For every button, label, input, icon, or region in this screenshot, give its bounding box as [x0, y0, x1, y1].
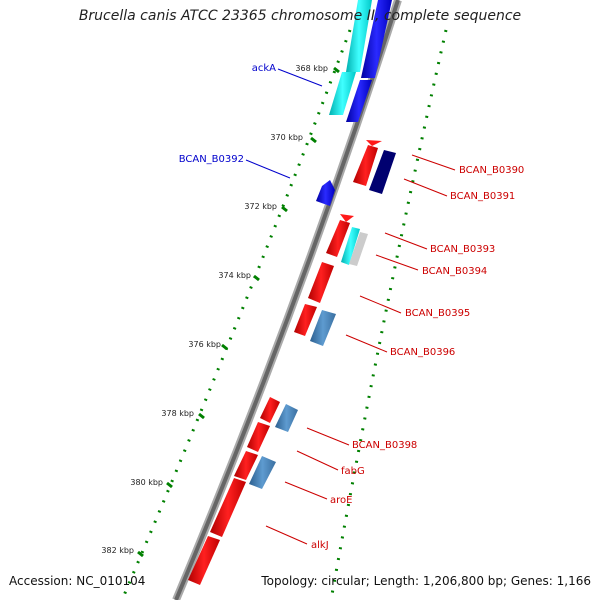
tick-label: 378 kbp	[161, 409, 194, 418]
label-leaders	[245, 68, 456, 545]
inner-dotted-ring	[120, 29, 352, 600]
map-title: Brucella canis ATCC 23365 chromosome II,…	[78, 8, 522, 24]
gene-blue-top[interactable]	[361, 0, 392, 78]
gene-label-bcan-b0392[interactable]: BCAN_B0392	[179, 154, 244, 165]
gene-label-alkj[interactable]: alkJ	[311, 540, 329, 551]
gene-bcan-b0394-gray[interactable]	[349, 232, 368, 266]
gene-acka[interactable]	[329, 72, 356, 115]
gene-alkj[interactable]	[210, 478, 246, 537]
tick-label: 374 kbp	[218, 271, 251, 280]
tick-labels: 368 kbp 370 kbp 372 kbp 374 kbp 376 kbp …	[101, 64, 328, 555]
tick-label: 376 kbp	[188, 340, 221, 349]
gene-bcan-b0391[interactable]	[369, 150, 396, 194]
gene-blue-acka-adj[interactable]	[346, 80, 372, 122]
gene-red-bottom[interactable]	[188, 536, 220, 585]
gene-red-398a[interactable]	[260, 397, 280, 423]
accession-text: Accession: NC_010104	[9, 574, 146, 588]
gene-bcan-b0393-head[interactable]	[340, 214, 354, 222]
gene-bcan-b0390-head[interactable]	[366, 140, 382, 146]
gene-aroe[interactable]	[249, 456, 276, 489]
gene-label-fabg[interactable]: fabG	[341, 466, 365, 477]
tick-label: 382 kbp	[101, 546, 134, 555]
gene-bcan-b0395[interactable]	[308, 262, 334, 303]
gene-bcan-b0396[interactable]	[310, 310, 336, 346]
tick-label: 380 kbp	[130, 478, 163, 487]
gene-label-bcan-b0394[interactable]: BCAN_B0394	[422, 266, 487, 277]
gene-bcan-b0396-red[interactable]	[294, 304, 317, 336]
gene-bcan-b0394[interactable]	[341, 227, 360, 265]
gene-fabg[interactable]	[234, 451, 258, 480]
gene-bcan-b0390[interactable]	[353, 145, 378, 186]
gene-label-bcan-b0395[interactable]: BCAN_B0395	[405, 308, 470, 319]
gene-cyan-top[interactable]	[346, 0, 372, 72]
tick-label: 370 kbp	[270, 133, 303, 142]
gene-label-bcan-b0393[interactable]: BCAN_B0393	[430, 244, 495, 255]
gene-features[interactable]	[188, 0, 396, 585]
gene-label-bcan-b0391[interactable]: BCAN_B0391	[450, 191, 515, 202]
tick-label: 372 kbp	[244, 202, 277, 211]
gene-bcan-b0398[interactable]	[275, 404, 298, 432]
tick-marks	[137, 66, 340, 558]
gene-bcan-b0392[interactable]	[316, 180, 335, 206]
gene-label-bcan-b0398[interactable]: BCAN_B0398	[352, 440, 417, 451]
gene-label-bcan-b0390[interactable]: BCAN_B0390	[459, 165, 524, 176]
gene-red-398b[interactable]	[247, 422, 270, 452]
outer-dotted-ring	[329, 29, 448, 600]
tick-label: 368 kbp	[295, 64, 328, 73]
gene-label-acka[interactable]: ackA	[252, 63, 276, 74]
gene-label-bcan-b0396[interactable]: BCAN_B0396	[390, 347, 455, 358]
topology-summary: Topology: circular; Length: 1,206,800 bp…	[261, 574, 591, 588]
gene-bcan-b0393[interactable]	[326, 220, 350, 257]
gene-label-aroe[interactable]: aroE	[330, 495, 352, 506]
